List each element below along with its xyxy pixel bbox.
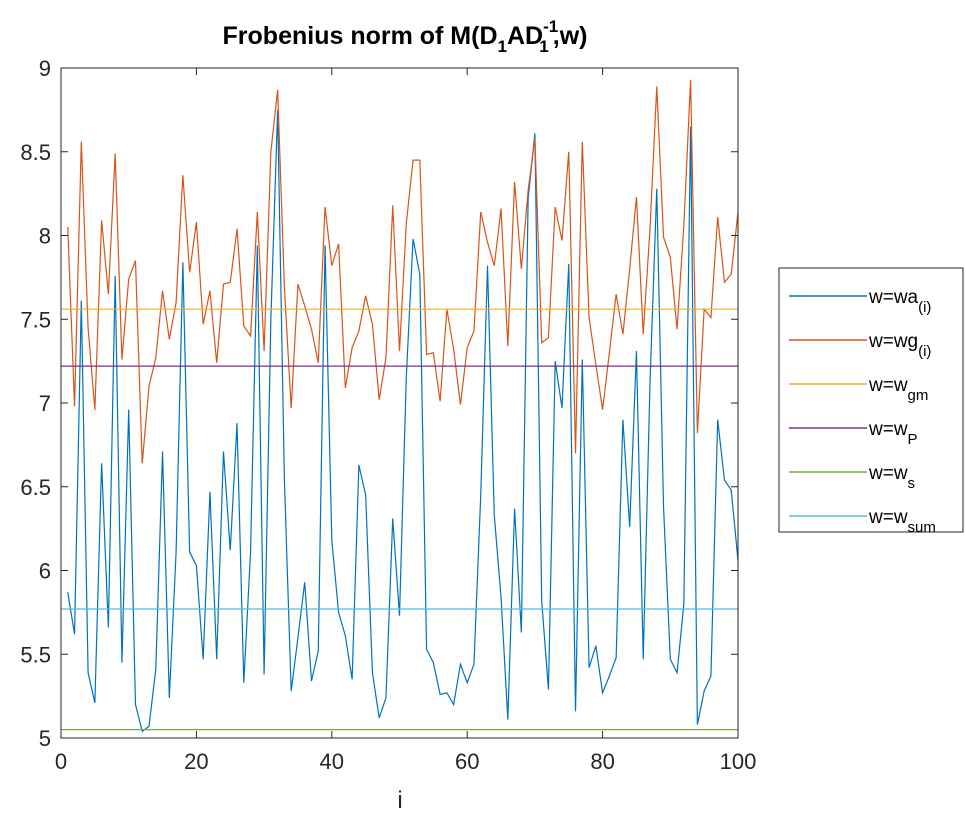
x-axis: 0 20 40 60 80 100 bbox=[55, 68, 756, 774]
legend-entry-2: w=wgm bbox=[868, 375, 928, 404]
legend-entry-1: w=wg(i) bbox=[868, 331, 931, 360]
plot-area bbox=[61, 68, 738, 738]
x-tick-label: 100 bbox=[720, 749, 757, 774]
legend-entry-4: w=ws bbox=[868, 463, 915, 492]
y-tick-label: 9 bbox=[39, 56, 51, 81]
y-tick-label: 5.5 bbox=[20, 642, 51, 667]
x-tick-label: 0 bbox=[55, 749, 67, 774]
plot-series-group bbox=[61, 79, 739, 733]
chart-title-text: Frobenius norm of M(D1AD-1 1 ,w) bbox=[223, 17, 588, 56]
y-tick-label: 5 bbox=[39, 726, 51, 751]
x-axis-label: i bbox=[397, 787, 402, 814]
x-tick-label: 60 bbox=[455, 749, 479, 774]
x-tick-label: 40 bbox=[320, 749, 344, 774]
y-tick-label: 6 bbox=[39, 559, 51, 584]
legend-box bbox=[778, 267, 964, 533]
y-tick-label: 6.5 bbox=[20, 475, 51, 500]
legend-entry-5: w=wsum bbox=[868, 507, 936, 536]
x-tick-label: 20 bbox=[184, 749, 208, 774]
y-tick-label: 7.5 bbox=[20, 307, 51, 332]
y-tick-label: 7 bbox=[39, 391, 51, 416]
y-tick-label: 8 bbox=[39, 224, 51, 249]
legend: w=wa(i) w=wg(i) w=wgm w=wP w=ws w=wsum bbox=[778, 267, 964, 536]
x-tick-label: 80 bbox=[590, 749, 614, 774]
y-axis: 5 5.5 6 6.5 7 7.5 8 8.5 9 bbox=[20, 56, 738, 751]
legend-entry-3: w=wP bbox=[868, 419, 918, 448]
series-line-1 bbox=[67, 79, 739, 464]
y-tick-label: 8.5 bbox=[20, 140, 51, 165]
chart-title: Frobenius norm of M(D1AD-1 1 ,w) bbox=[223, 17, 588, 56]
series-line-0 bbox=[67, 109, 739, 733]
legend-entry-0: w=wa(i) bbox=[868, 287, 931, 316]
